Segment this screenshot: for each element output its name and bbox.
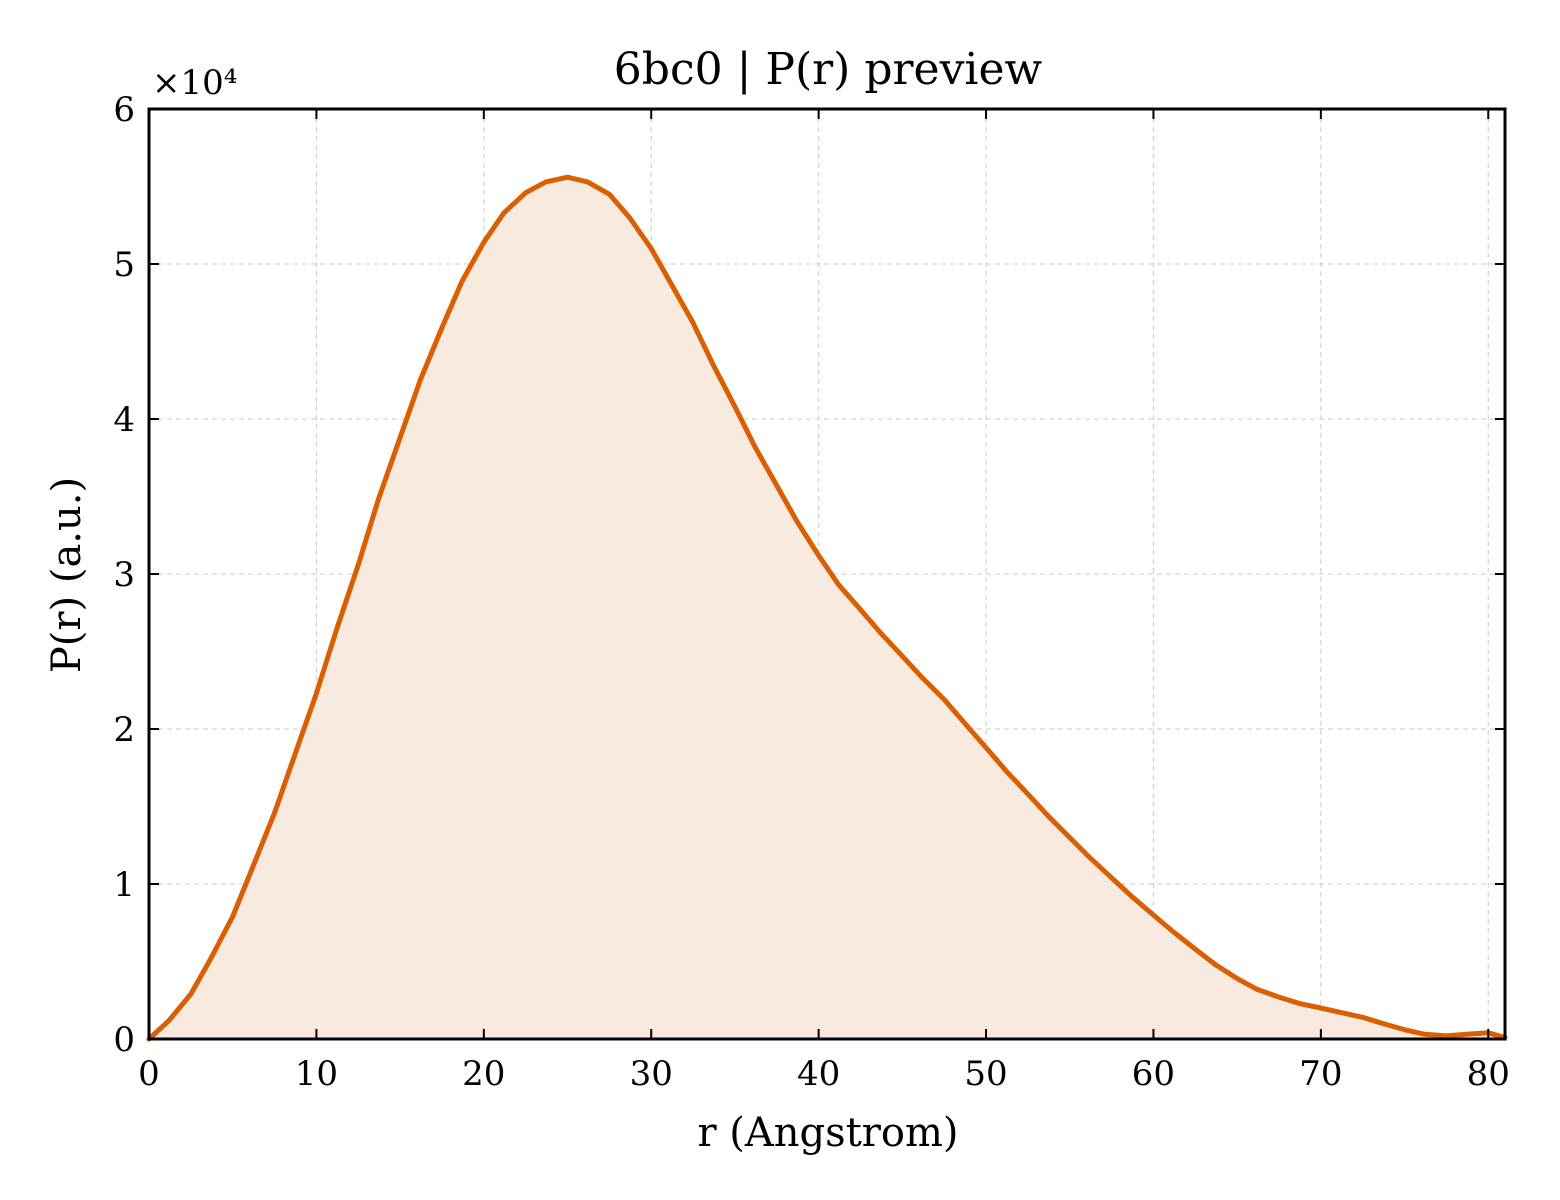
x-tick-label: 0 [138,1054,160,1094]
series-line-layer [146,174,1508,1042]
y-tick-label: 4 [113,400,135,440]
y-tick-label: 6 [113,90,135,130]
chart-title: 6bc0 | P(r) preview [614,44,1043,95]
area-fill [149,177,1505,1039]
y-axis-label: P(r) (a.u.) [44,477,90,673]
x-tick-label: 50 [964,1054,1007,1094]
y-tick-label: 5 [113,245,135,285]
y-tick-label: 2 [113,710,135,750]
y-tick-labels: 0 1 2 3 4 5 6 [113,90,135,1060]
x-tick-label: 10 [295,1054,338,1094]
y-tick-label: 0 [113,1020,135,1060]
area-fill-layer [149,177,1505,1039]
x-tick-label: 60 [1132,1054,1175,1094]
x-axis-label: r (Angstrom) [697,1110,958,1156]
y-offset-label: ×10⁴ [152,63,237,103]
y-tick-label: 1 [113,865,135,905]
x-tick-label: 40 [797,1054,840,1094]
x-tick-labels: 0 10 20 30 40 50 60 70 80 [138,1054,1510,1094]
x-tick-label: 80 [1467,1054,1510,1094]
x-tick-label: 30 [630,1054,673,1094]
x-tick-label: 20 [462,1054,505,1094]
x-tick-label: 70 [1299,1054,1342,1094]
series-line [146,174,1508,1042]
tick-marks [148,108,1505,1040]
y-tick-label: 3 [113,555,135,595]
